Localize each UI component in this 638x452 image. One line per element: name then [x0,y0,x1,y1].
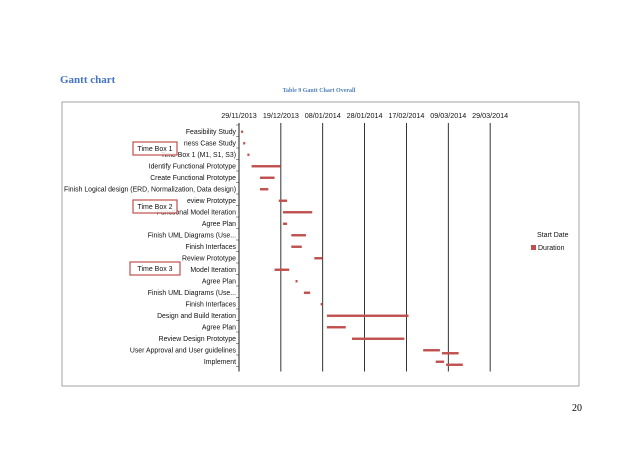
task-label: Feasibility Study [186,129,237,136]
duration-bar [326,314,409,317]
duration-bar [247,153,250,156]
task-label: Finish UML Diagrams (Use... [148,233,236,240]
task-label: Finish Interfaces [185,244,236,251]
task-label: Finish Logical design (ERD, Normalizatio… [64,187,236,194]
duration-bar [291,245,302,248]
legend-start-date: Start Date [537,232,569,239]
x-tick-label: 19/12/2013 [263,111,299,120]
time-box-label: Time Box 3 [137,266,172,273]
task-label: Identify Functional Prototype [149,164,236,171]
duration-bar [251,165,281,168]
time-box-outline [129,261,181,276]
task-label: Implement [204,359,236,366]
duration-bar [243,142,246,145]
duration-bar [282,222,288,225]
duration-bar [274,268,290,271]
time-box-label: Time Box 2 [137,204,172,211]
duration-bar [326,326,346,329]
time-box-label: Time Box 1 [137,146,172,153]
task-label: Create Functional Prototype [150,175,236,182]
duration-bar [259,188,269,191]
x-tick-label: 09/03/2014 [430,111,466,120]
task-label: User Approval and User guidelines [130,348,237,355]
section-heading: Gantt chart [60,74,116,86]
task-label: ness Case Study [184,141,237,148]
task-label: Design and Build Iteration [157,313,236,320]
task-label: Finish UML Diagrams (Use... [148,290,236,297]
task-label: Time Box 1 (M1, S1, S3) [161,152,236,159]
x-tick-label: 29/11/2013 [221,111,256,120]
task-label: Model Iteration [190,267,236,274]
time-box-outline [132,141,178,156]
duration-bar [282,211,313,214]
table-caption: Table 9 Gantt Chart Overall [282,88,356,94]
duration-bar [278,199,288,202]
task-label: Agree Plan [202,279,236,286]
duration-bar [441,352,459,355]
duration-bar [446,363,463,366]
duration-bar [314,257,323,260]
task-label: Agree Plan [202,325,236,332]
duration-bar [303,291,311,294]
task-label: Functional Model Iteration [157,210,236,217]
task-label: Finish Interfaces [185,302,236,309]
task-label: eview Prototype [187,198,236,205]
task-label: Review Prototype [182,256,236,263]
duration-bar [259,176,275,179]
page-number: 20 [572,403,582,414]
x-tick-label: 08/01/2014 [305,111,341,120]
legend-duration: Duration [538,245,565,252]
duration-bar [291,234,306,237]
legend-swatch [531,245,536,250]
duration-bar [435,360,445,363]
chart-frame [61,101,580,387]
duration-bar [423,349,440,352]
time-box-outline [132,199,178,214]
duration-bar [295,280,298,283]
duration-bar [320,303,323,306]
task-label: Agree Plan [202,221,236,228]
duration-bar [352,337,405,340]
x-tick-label: 28/01/2014 [347,111,383,120]
task-label: Review Design Prototype [159,336,237,343]
duration-bar [241,130,244,133]
x-tick-label: 29/03/2014 [472,111,508,120]
x-tick-label: 17/02/2014 [388,111,424,120]
